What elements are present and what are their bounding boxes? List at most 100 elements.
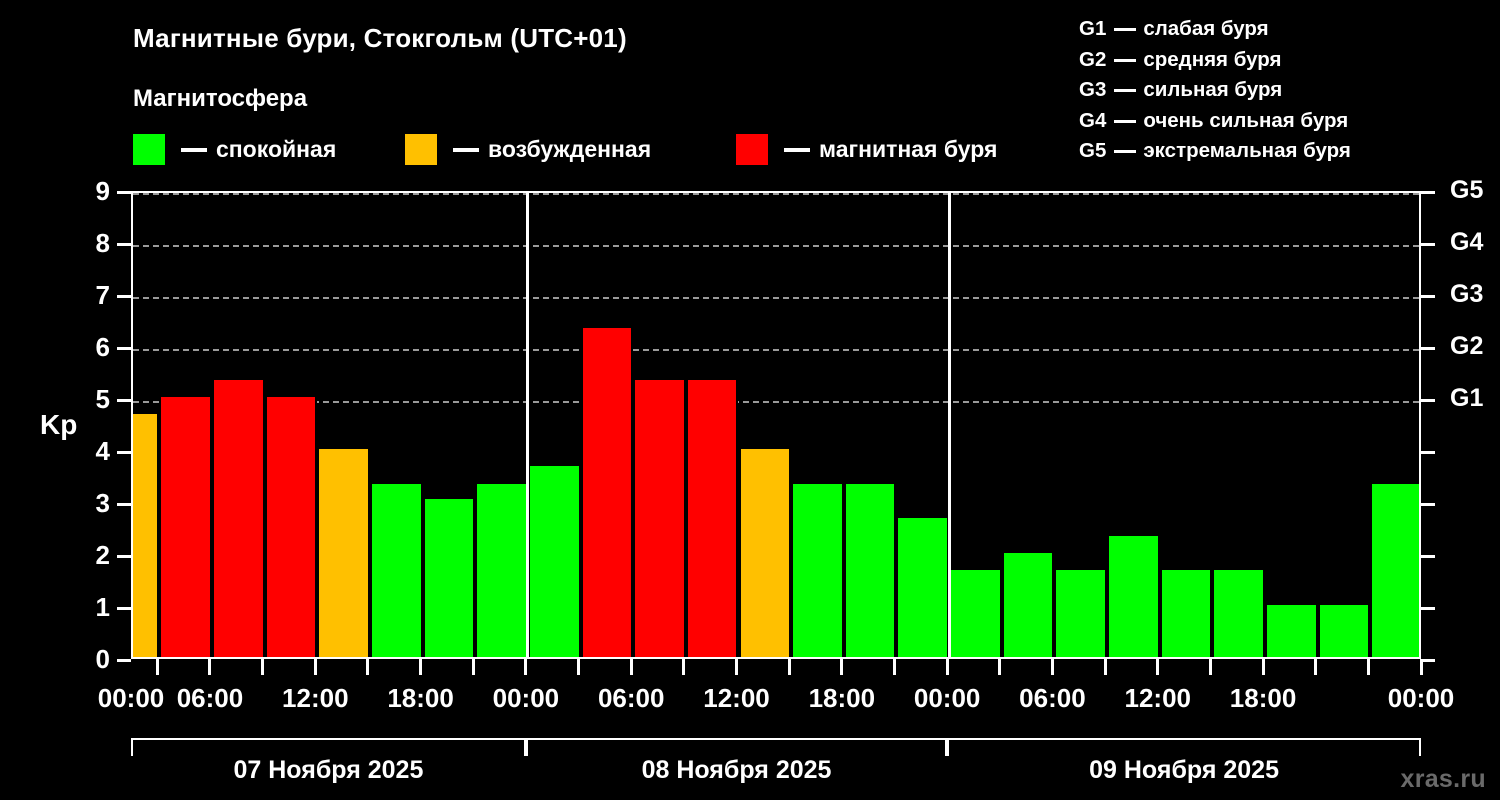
day-separator-2 [947,193,951,657]
x-tick-mark [735,659,738,675]
y-tick-label-4: 4 [95,436,110,466]
g-legend-row-g3: G3 сильная буря [1079,75,1351,106]
x-tick-mark [892,659,896,675]
g-tick-label-g5: G5 [1450,176,1484,204]
bar [633,379,686,657]
x-tick-mark [471,659,475,675]
gridline-kp-8 [133,245,1419,247]
x-tick-mark [208,659,212,675]
x-axis-label: 00:00 [1387,683,1455,713]
bar [1107,535,1160,657]
y-tick-label-7: 7 [95,280,110,310]
g-legend-code: G4 [1079,108,1107,132]
g-tick-mark-g2 [1421,347,1435,350]
gridline-kp-9 [133,193,1419,195]
x-tick-mark [261,659,265,675]
x-axis-label: 18:00 [808,683,876,713]
bar [133,414,160,657]
g-legend-label: экстремальная буря [1143,139,1351,162]
x-axis-label: 00:00 [492,683,560,713]
legend-item-storm: магнитная буря [736,134,997,165]
y-tick-label-9: 9 [95,176,110,206]
x-tick-mark [1156,659,1160,675]
y-tick-mark-0 [117,659,131,662]
x-axis-label: 00:00 [913,683,981,713]
y-tick-label-5: 5 [95,384,110,414]
g-tick-mark-minor-0 [1421,659,1435,662]
y-axis-left-labels: 0 1 2 3 4 5 6 7 8 9 [62,0,110,800]
x-axis-label: 06:00 [597,683,665,713]
g-tick-label-g2: G2 [1450,332,1484,360]
y-tick-mark-3 [117,503,131,506]
magnetosphere-label: Магнитосфера [133,85,308,112]
g-legend-dash-icon [1114,150,1137,154]
g-legend-label: слабая буря [1143,17,1269,40]
bar-series [133,193,1419,657]
y-tick-mark-9 [117,191,131,194]
y-tick-label-2: 2 [95,540,110,570]
x-tick-mark [1419,659,1423,675]
bar [1212,570,1266,657]
date-label-3: 09 Ноября 2025 [1089,756,1279,784]
bar [159,397,212,657]
date-labels: 07 Ноября 2025 08 Ноября 2025 09 Ноября 20… [0,756,1500,796]
g-legend-row-g1: G1 слабая буря [1079,14,1351,45]
bar [369,483,423,657]
y-tick-mark-8 [117,243,131,246]
y-tick-label-3: 3 [95,488,110,518]
g-legend-dash-icon [1114,28,1137,32]
bar [527,466,581,657]
legend-dash-icon [181,147,207,152]
bar [949,570,1002,657]
date-bracket-2 [525,738,948,756]
bar [1054,570,1108,657]
g-legend-label: средняя буря [1143,47,1282,71]
x-tick-mark [629,659,633,675]
g-tick-label-g1: G1 [1450,384,1484,412]
x-axis-label: 12:00 [703,683,770,713]
legend-swatch-calm-icon [133,134,165,165]
gridline-kp-5 [133,401,1419,403]
y-tick-mark-6 [117,347,131,350]
y-axis-title: Kp [40,409,78,440]
x-axis-labels: 00:00 06:00 12:00 18:00 00:00 06:00 12:00 18:00… [0,683,1500,717]
x-axis-label: 18:00 [1229,683,1297,713]
g-tick-mark-minor-1 [1421,607,1435,610]
g-legend-code: G5 [1079,139,1107,162]
g-tick-mark-g3 [1421,295,1435,298]
date-bracket-1 [131,738,526,756]
plot-area [131,191,1421,659]
watermark: xras.ru [1400,765,1486,793]
bar [1159,570,1213,657]
g-legend-code: G3 [1079,78,1107,101]
x-tick-mark [1314,659,1318,675]
g-legend-code: G1 [1079,17,1107,40]
bar [791,483,844,657]
g-legend-label: сильная буря [1143,78,1283,101]
g-tick-label-g4: G4 [1450,228,1484,256]
bar [211,379,265,657]
date-label-2: 08 Ноября 2025 [641,756,832,784]
y-axis-right-ticks [1421,0,1435,800]
legend-item-excited: возбужденная [405,134,651,165]
x-tick-mark [945,659,949,675]
x-tick-mark [155,659,159,675]
g-legend-dash-icon [1114,58,1137,62]
y-tick-label-8: 8 [95,228,110,258]
y-axis-right-labels: G1 G2 G3 G4 G5 [1450,0,1500,800]
date-label-1: 07 Ноября 2025 [233,756,424,784]
x-axis-ticks [0,659,1500,677]
gridline-kp-7 [133,297,1419,299]
g-tick-label-g3: G3 [1450,280,1484,308]
y-tick-label-1: 1 [95,592,110,622]
g-tick-mark-g4 [1421,243,1435,246]
legend-label: возбужденная [488,136,652,162]
x-tick-mark [787,659,791,675]
x-tick-mark [1103,659,1107,675]
plot-clip [133,193,1419,657]
y-tick-label-6: 6 [95,332,110,362]
page-title: Магнитные бури, Стокгольм (UTC+01) [133,23,627,53]
bar [685,379,739,657]
legend-label: магнитная буря [819,136,998,162]
bar [1001,553,1055,657]
